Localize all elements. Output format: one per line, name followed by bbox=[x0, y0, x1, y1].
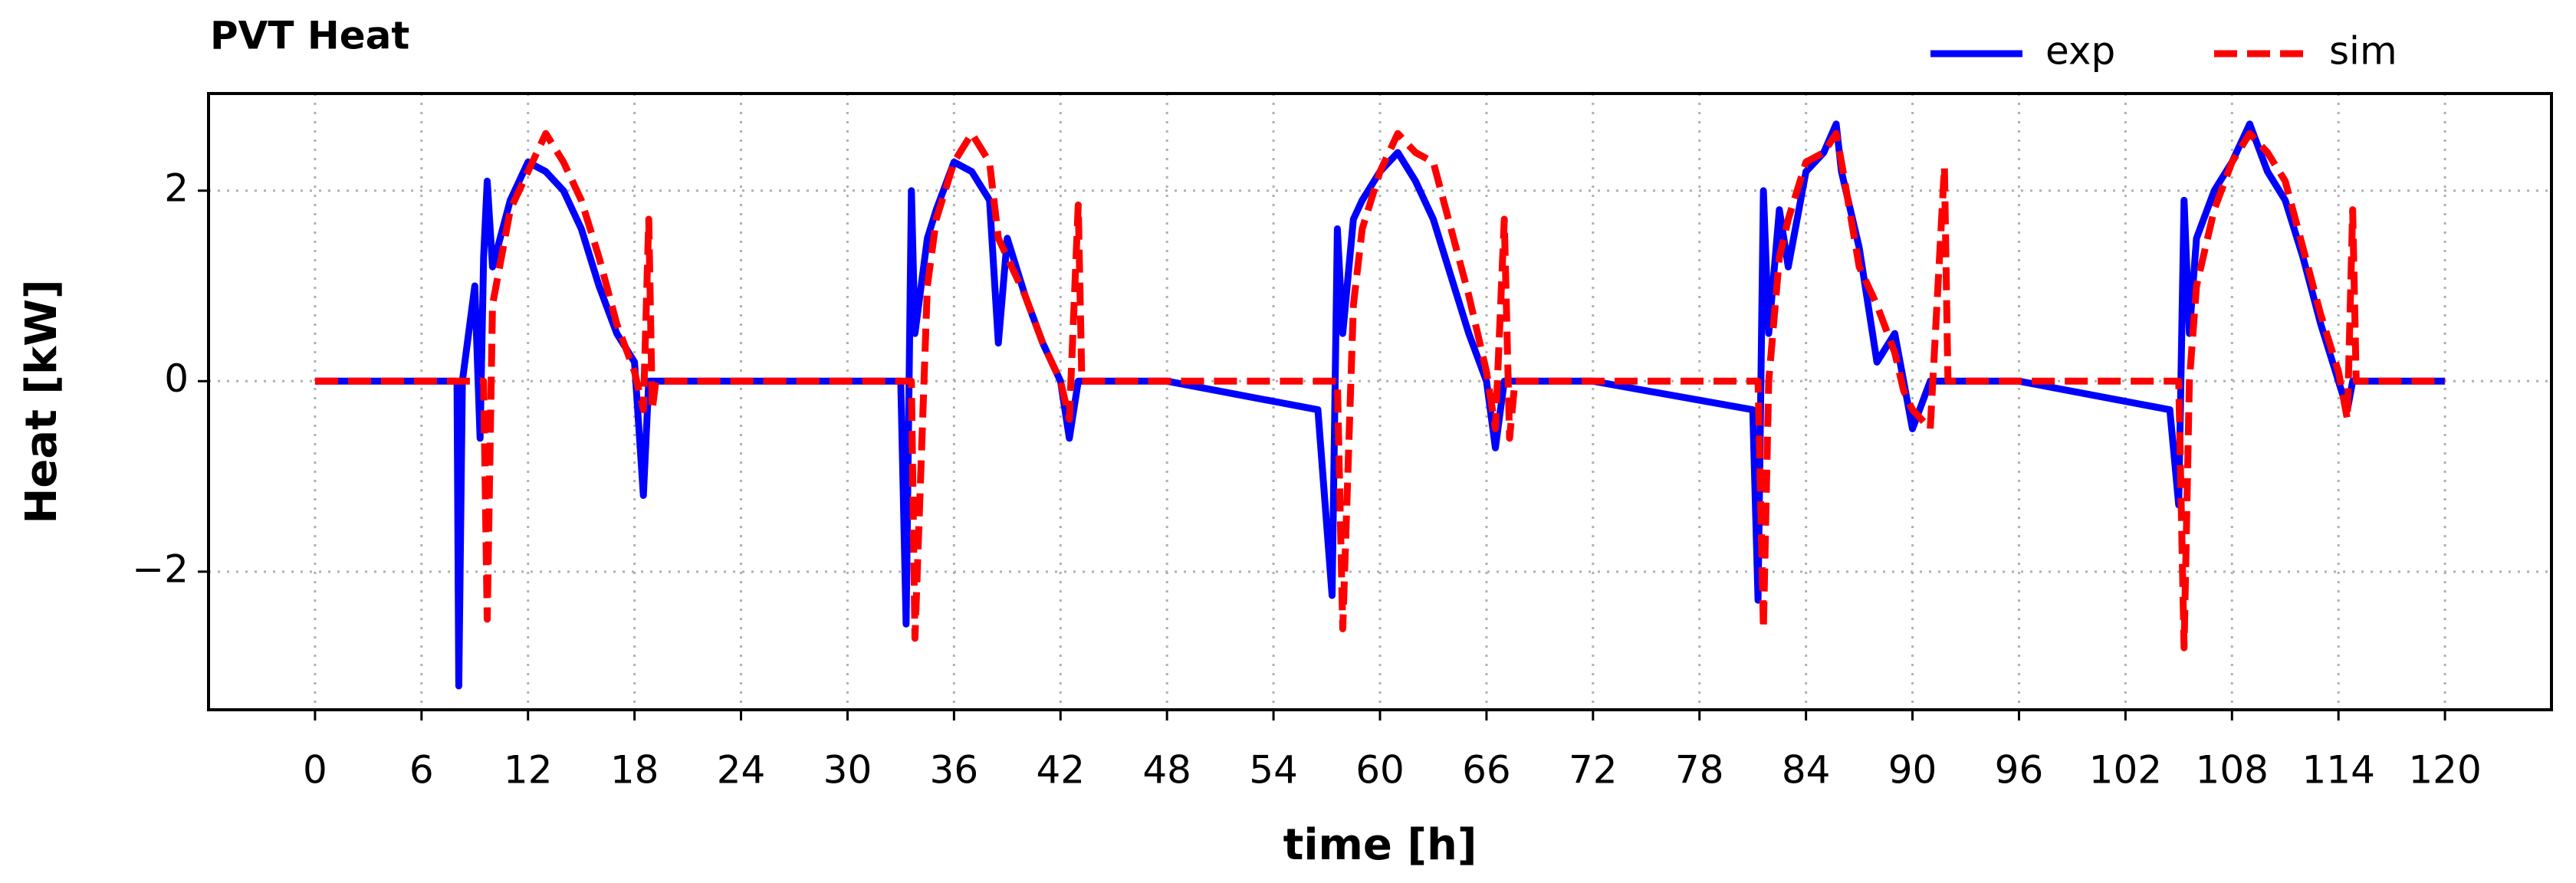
legend-label: sim bbox=[2329, 29, 2397, 74]
x-tick-label: 42 bbox=[1036, 748, 1085, 793]
x-tick-label: 90 bbox=[1888, 748, 1937, 793]
x-tick-label: 48 bbox=[1142, 748, 1191, 793]
x-tick-label: 36 bbox=[930, 748, 979, 793]
x-tick-label: 84 bbox=[1782, 748, 1831, 793]
x-tick-label: 120 bbox=[2408, 748, 2481, 793]
x-axis-label: time [h] bbox=[1283, 820, 1477, 870]
y-tick-label: 2 bbox=[164, 166, 189, 210]
x-tick-label: 6 bbox=[409, 748, 434, 793]
x-tick-label: 0 bbox=[303, 748, 327, 793]
legend-label: exp bbox=[2045, 29, 2115, 74]
x-tick-label: 24 bbox=[717, 748, 766, 793]
data-line bbox=[314, 130, 2446, 652]
x-tick-label: 102 bbox=[2089, 748, 2162, 793]
x-tick-label: 96 bbox=[1995, 748, 2044, 793]
y-tick-label: −2 bbox=[132, 547, 189, 591]
x-tick-label: 108 bbox=[2196, 748, 2269, 793]
x-tick-label: 60 bbox=[1355, 748, 1405, 793]
plot-frame bbox=[207, 92, 2553, 711]
x-tick-label: 66 bbox=[1462, 748, 1511, 793]
x-tick-label: 54 bbox=[1249, 748, 1298, 793]
y-tick-label: 0 bbox=[164, 356, 189, 401]
x-tick-label: 78 bbox=[1675, 748, 1724, 793]
x-tick-label: 114 bbox=[2302, 748, 2374, 793]
x-tick-label: 12 bbox=[504, 748, 553, 793]
chart-title: PVT Heat bbox=[210, 14, 409, 58]
x-tick-label: 30 bbox=[823, 748, 872, 793]
x-tick-label: 18 bbox=[610, 748, 659, 793]
x-tick-label: 72 bbox=[1569, 748, 1618, 793]
y-axis-label: Heat [kW] bbox=[17, 279, 67, 524]
